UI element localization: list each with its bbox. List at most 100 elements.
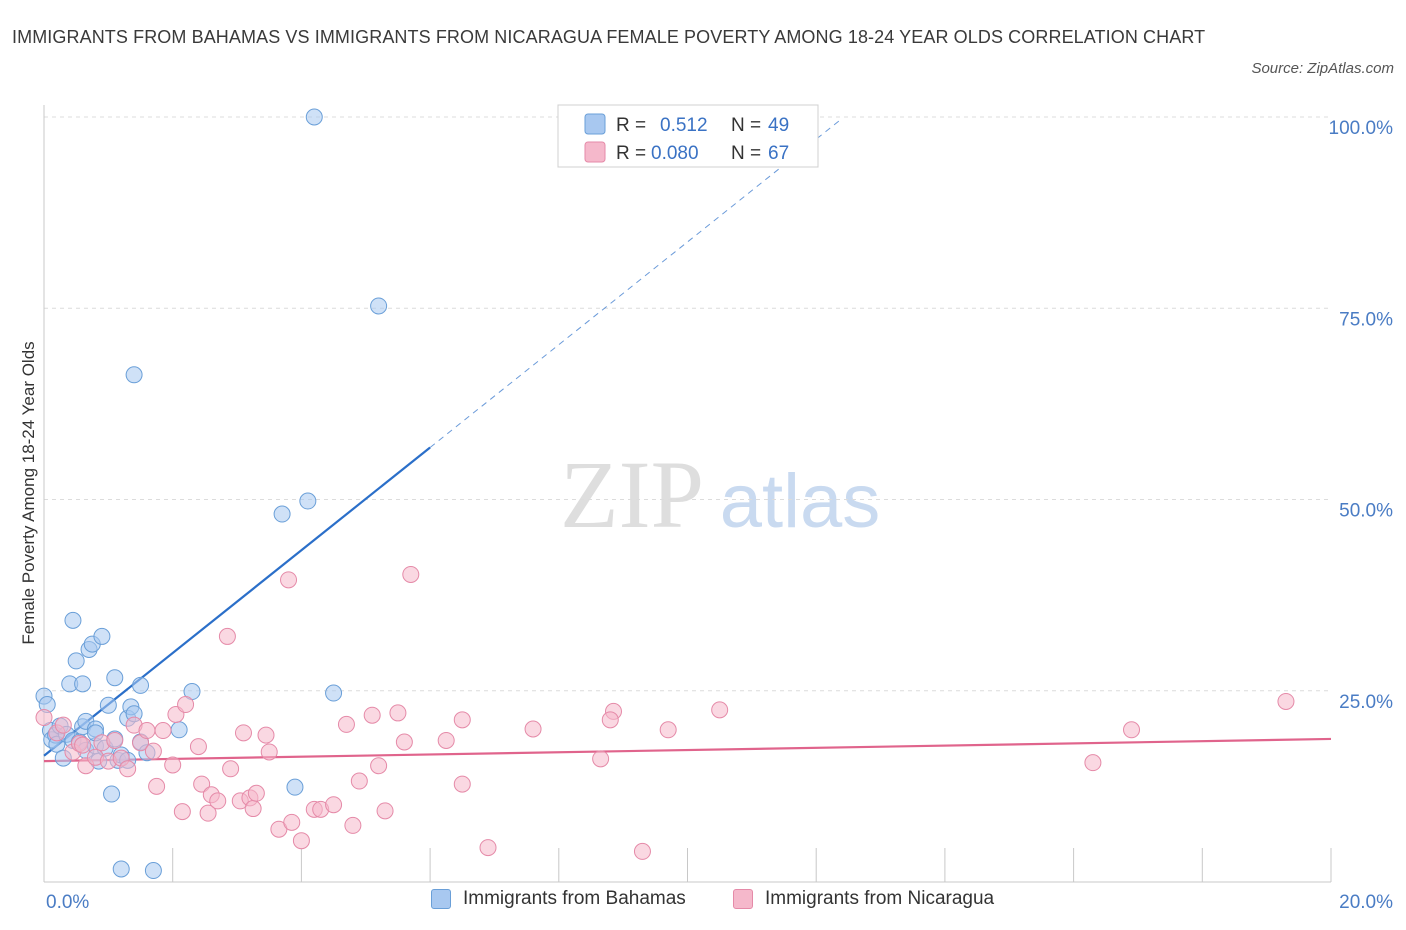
- nicaragua-point-49: [376, 802, 394, 820]
- watermark-atlas: atlas: [720, 459, 881, 544]
- nicaragua-point-57: [592, 750, 610, 768]
- stats-n-label-bahamas: N =: [731, 115, 761, 136]
- nicaragua-point-34: [247, 784, 265, 802]
- bahamas-point-39: [132, 676, 150, 694]
- stats-n-value-bahamas: 49: [768, 115, 789, 136]
- nicaragua-point-35: [257, 726, 275, 744]
- bahamas-point-49: [305, 108, 323, 126]
- bahamas-point-42: [170, 721, 188, 739]
- chart-title: IMMIGRANTS FROM BAHAMAS VS IMMIGRANTS FR…: [12, 27, 1206, 47]
- bahamas-point-45: [286, 778, 304, 796]
- nicaragua-point-64: [1123, 721, 1141, 739]
- stats-r-label-bahamas: R =: [616, 115, 646, 136]
- y-axis-title: Female Poverty Among 18-24 Year Olds: [19, 341, 38, 644]
- nicaragua-point-10: [106, 731, 124, 749]
- nicaragua-point-28: [218, 627, 236, 645]
- nicaragua-point-2: [54, 716, 72, 734]
- bahamas-point-24: [93, 627, 111, 645]
- nicaragua-point-65: [1277, 692, 1295, 710]
- bahamas-point-11: [64, 611, 82, 629]
- y-axis-title-group: Female Poverty Among 18-24 Year Olds: [19, 341, 38, 644]
- trend-lines: [43, 118, 1332, 763]
- bahamas-point-15: [74, 675, 92, 693]
- nicaragua-point-60: [633, 842, 651, 860]
- legend-swatch-nicaragua: [733, 889, 753, 909]
- legend-item-nicaragua: Immigrants from Nicaragua: [733, 888, 994, 910]
- bahamas-point-12: [67, 652, 85, 670]
- x-tick-label-left: 0.0%: [46, 892, 89, 913]
- nicaragua-point-50: [389, 704, 407, 722]
- bahamas-point-46: [299, 492, 317, 510]
- stats-swatch-bahamas: [584, 113, 606, 135]
- stats-r-value-bahamas: 0.512: [660, 115, 708, 136]
- nicaragua-point-38: [280, 571, 298, 589]
- stats-n-value-nicaragua: 67: [768, 143, 789, 164]
- nicaragua-point-43: [325, 796, 343, 814]
- legend-label-bahamas: Immigrants from Bahamas: [463, 888, 686, 909]
- source-label: Source: ZipAtlas.com: [1251, 60, 1394, 77]
- nicaragua-point-0: [35, 709, 53, 727]
- stats-r-value-nicaragua: 0.080: [651, 143, 699, 164]
- nicaragua-point-44: [337, 715, 355, 733]
- stats-legend: R = 0.512 N = 49 R = 0.080 N = 67: [557, 104, 819, 168]
- y-tick-label-1: 50.0%: [1339, 501, 1393, 522]
- nicaragua-point-29: [222, 760, 240, 778]
- nicaragua-point-61: [659, 721, 677, 739]
- nicaragua-point-15: [138, 722, 156, 740]
- nicaragua-point-45: [344, 816, 362, 834]
- nicaragua-point-5: [74, 736, 92, 754]
- legend-label-nicaragua: Immigrants from Nicaragua: [765, 888, 995, 909]
- nicaragua-point-19: [164, 756, 182, 774]
- y-tick-label-3: 100.0%: [1329, 118, 1394, 139]
- nicaragua-point-54: [453, 775, 471, 793]
- bahamas-point-27: [103, 785, 121, 803]
- nicaragua-point-56: [479, 839, 497, 857]
- nicaragua-point-25: [199, 804, 217, 822]
- watermark-zip: ZIP: [560, 441, 704, 548]
- stats-r-label-nicaragua: R =: [616, 143, 646, 164]
- x-tick-label-right: 20.0%: [1339, 892, 1393, 913]
- nicaragua-point-51: [395, 733, 413, 751]
- y-tick-label-0: 25.0%: [1339, 692, 1393, 713]
- nicaragua-point-53: [437, 731, 455, 749]
- legend-item-bahamas: Immigrants from Bahamas: [431, 888, 686, 910]
- nicaragua-point-47: [363, 706, 381, 724]
- bahamas-trend-extension: [429, 118, 843, 448]
- bahamas-point-47: [325, 684, 343, 702]
- nicaragua-point-22: [177, 696, 195, 714]
- nicaragua-point-24: [193, 775, 211, 793]
- bahamas-point-29: [106, 669, 124, 687]
- nicaragua-point-55: [453, 711, 471, 729]
- nicaragua-point-36: [260, 743, 278, 761]
- nicaragua-point-46: [350, 772, 368, 790]
- stats-swatch-nicaragua: [584, 141, 606, 163]
- nicaragua-point-12: [119, 760, 137, 778]
- data-points: [35, 108, 1295, 880]
- bahamas-point-26: [99, 696, 117, 714]
- bahamas-point-44: [273, 505, 291, 523]
- nicaragua-point-52: [402, 565, 420, 583]
- bahamas-point-48: [370, 297, 388, 315]
- grid: [44, 116, 1331, 692]
- nicaragua-point-40: [292, 832, 310, 850]
- bahamas-point-32: [112, 860, 130, 878]
- nicaragua-point-39: [283, 813, 301, 831]
- tick-labels: 25.0% 50.0% 75.0% 100.0% 0.0% 20.0%: [46, 118, 1393, 913]
- nicaragua-point-27: [209, 792, 227, 810]
- nicaragua-point-16: [144, 742, 162, 760]
- nicaragua-point-62: [711, 701, 729, 719]
- axes: [43, 105, 1332, 883]
- bahamas-point-37: [125, 366, 143, 384]
- nicaragua-point-21: [173, 803, 191, 821]
- nicaragua-point-48: [370, 757, 388, 775]
- nicaragua-point-59: [601, 711, 619, 729]
- nicaragua-point-66: [524, 720, 542, 738]
- nicaragua-trend-line: [43, 737, 1332, 763]
- nicaragua-point-31: [234, 724, 252, 742]
- nicaragua-point-33: [244, 800, 262, 818]
- bahamas-point-41: [144, 862, 162, 880]
- nicaragua-point-17: [148, 777, 166, 795]
- nicaragua-point-63: [1084, 754, 1102, 772]
- stats-n-label-nicaragua: N =: [731, 143, 761, 164]
